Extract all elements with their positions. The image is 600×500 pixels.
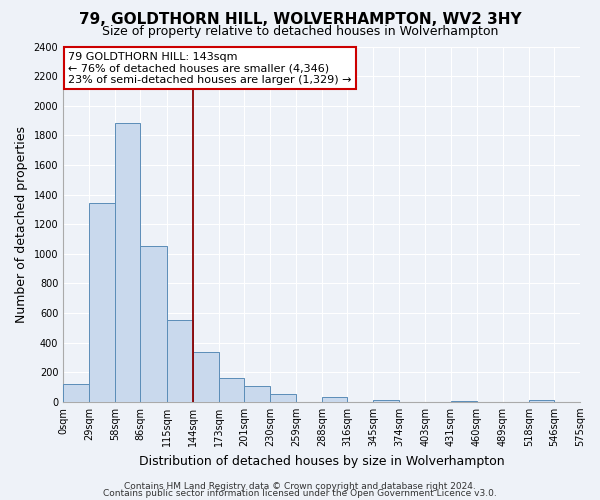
Bar [529, 400, 554, 402]
Bar [373, 400, 400, 402]
Bar [270, 394, 296, 402]
Y-axis label: Number of detached properties: Number of detached properties [15, 126, 28, 322]
Bar [115, 124, 140, 402]
Bar [167, 320, 193, 402]
Bar [218, 378, 244, 402]
Bar [193, 352, 218, 402]
Bar [322, 398, 347, 402]
Text: Contains public sector information licensed under the Open Government Licence v3: Contains public sector information licen… [103, 489, 497, 498]
Text: Contains HM Land Registry data © Crown copyright and database right 2024.: Contains HM Land Registry data © Crown c… [124, 482, 476, 491]
Text: Size of property relative to detached houses in Wolverhampton: Size of property relative to detached ho… [102, 25, 498, 38]
Bar [63, 384, 89, 402]
Bar [140, 246, 167, 402]
Bar [244, 386, 270, 402]
X-axis label: Distribution of detached houses by size in Wolverhampton: Distribution of detached houses by size … [139, 454, 505, 468]
Bar [89, 204, 115, 402]
Bar [451, 401, 476, 402]
Text: 79, GOLDTHORN HILL, WOLVERHAMPTON, WV2 3HY: 79, GOLDTHORN HILL, WOLVERHAMPTON, WV2 3… [79, 12, 521, 28]
Text: 79 GOLDTHORN HILL: 143sqm
← 76% of detached houses are smaller (4,346)
23% of se: 79 GOLDTHORN HILL: 143sqm ← 76% of detac… [68, 52, 352, 85]
